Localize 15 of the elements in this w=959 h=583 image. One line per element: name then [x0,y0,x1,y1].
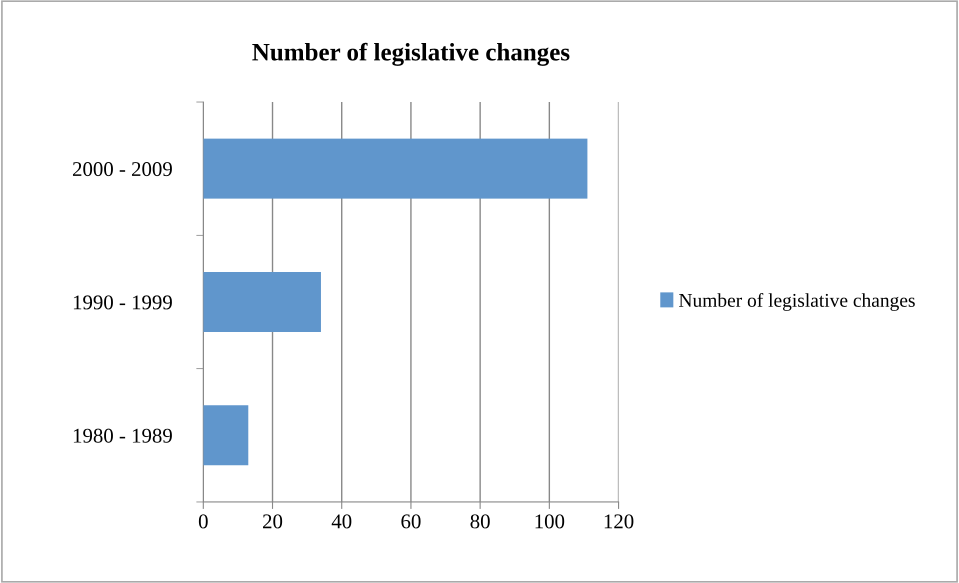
y-tick-label: 1990 - 1999 [74,295,172,310]
bar [203,272,321,332]
legend-label: Number of legislative changes [679,293,915,311]
x-tick-label: 40 [332,514,352,528]
y-tick-label: 1980 - 1989 [74,428,172,443]
bar [203,138,588,199]
x-tick-label: 20 [263,514,282,528]
x-tick-label: 100 [536,514,564,528]
x-tick-label: 120 [604,514,634,528]
y-tick-label: 2000 - 2009 [72,162,172,176]
x-tick-label: 60 [401,514,421,528]
chart-title: Number of legislative changes [252,42,570,66]
bar [203,405,248,466]
x-tick-label: 80 [470,514,490,528]
x-tick-label: 0 [198,514,208,528]
